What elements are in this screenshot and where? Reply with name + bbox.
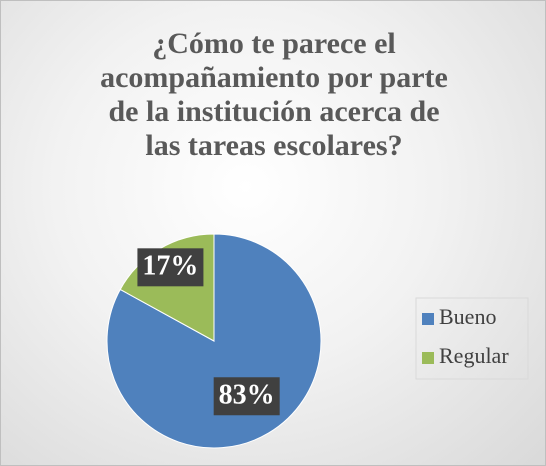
legend-swatch	[422, 352, 434, 364]
legend-box	[415, 297, 529, 380]
data-label-box	[137, 248, 204, 287]
legend-label: Regular	[439, 343, 509, 368]
chart-title: ¿Cómo te parece el acompañamiento por pa…	[100, 27, 448, 162]
legend-label: Bueno	[439, 304, 496, 329]
data-label-box	[213, 377, 280, 416]
legend-swatch	[422, 313, 434, 325]
data-label: 17%	[142, 251, 198, 282]
data-label: 83%	[219, 380, 275, 411]
